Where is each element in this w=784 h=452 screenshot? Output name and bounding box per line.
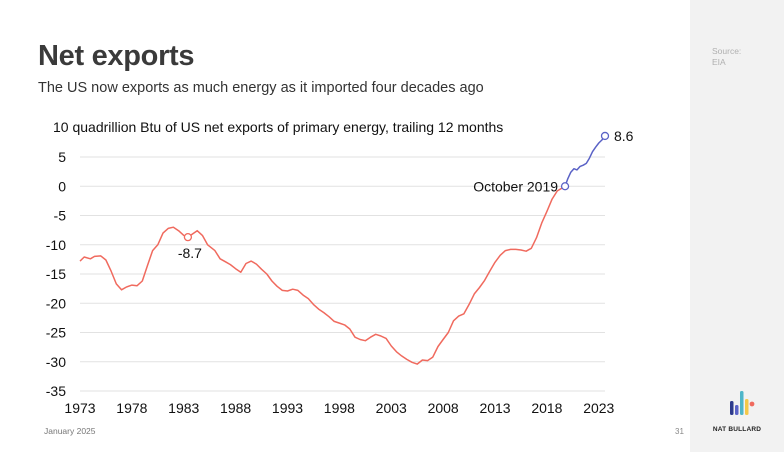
y-tick-label: 0	[58, 178, 66, 194]
series-line	[564, 135, 606, 187]
x-tick-label: 2023	[583, 400, 614, 416]
slide: Net exports The US now exports as much e…	[38, 40, 684, 436]
x-tick-label: 2018	[531, 400, 562, 416]
brand-name: NAT BULLARD	[712, 426, 762, 433]
y-tick-label: 5	[58, 149, 66, 165]
annotation-marker	[600, 131, 610, 141]
series-line	[79, 185, 566, 365]
slide-subtitle: The US now exports as much energy as it …	[38, 80, 484, 96]
x-tick-label: 1988	[220, 400, 251, 416]
annotation-label: October 2019	[473, 178, 558, 194]
y-tick-label: -5	[54, 208, 67, 224]
net-exports-line-chart: 50-5-10-15-20-25-30-35 1973 1978 1983 1988 1…	[46, 128, 634, 416]
x-tick-label: 1998	[324, 400, 355, 416]
annotation-label: 8.6	[614, 128, 634, 144]
x-tick-label: 2008	[428, 400, 459, 416]
x-tick-label: 1978	[116, 400, 147, 416]
page-number: 31	[675, 427, 684, 436]
y-tick-label: -20	[46, 295, 66, 311]
y-tick-label: -30	[46, 354, 66, 370]
series-lines	[79, 135, 606, 365]
source-note: Source: EIA	[712, 46, 741, 68]
x-tick-label: 2003	[376, 400, 407, 416]
annotation-marker	[560, 182, 570, 191]
x-axis-tick-labels: 1973 1978 1983 1988 1993 1998 2003 2008 2013 2018…	[64, 400, 614, 416]
annotation-marker	[183, 232, 193, 242]
x-tick-label: 2013	[479, 400, 510, 416]
brand-logo-icon	[730, 391, 755, 415]
x-tick-label: 1973	[64, 400, 95, 416]
chart-title: 10 quadrillion Btu of US net exports of …	[53, 119, 504, 135]
y-axis-tick-labels: 5 0 -5 -10 -15 -20 -25 -30 -35	[46, 149, 66, 399]
y-tick-label: -25	[46, 325, 66, 341]
y-tick-label: -35	[46, 383, 66, 399]
source-label: Source:	[712, 46, 742, 56]
x-tick-label: 1983	[168, 400, 199, 416]
y-tick-label: -10	[46, 237, 66, 253]
sidebar: Source: EIA NAT BULLARD	[690, 0, 784, 452]
slide-title: Net exports	[38, 40, 195, 72]
footer-date: January 2025	[44, 426, 96, 436]
source-value: EIA	[712, 57, 726, 67]
gridlines	[80, 156, 605, 392]
y-tick-label: -15	[46, 266, 66, 282]
annotations: -8.7 October 2019 8.6	[178, 128, 634, 261]
annotation-label: -8.7	[178, 245, 202, 261]
x-tick-label: 1993	[272, 400, 303, 416]
